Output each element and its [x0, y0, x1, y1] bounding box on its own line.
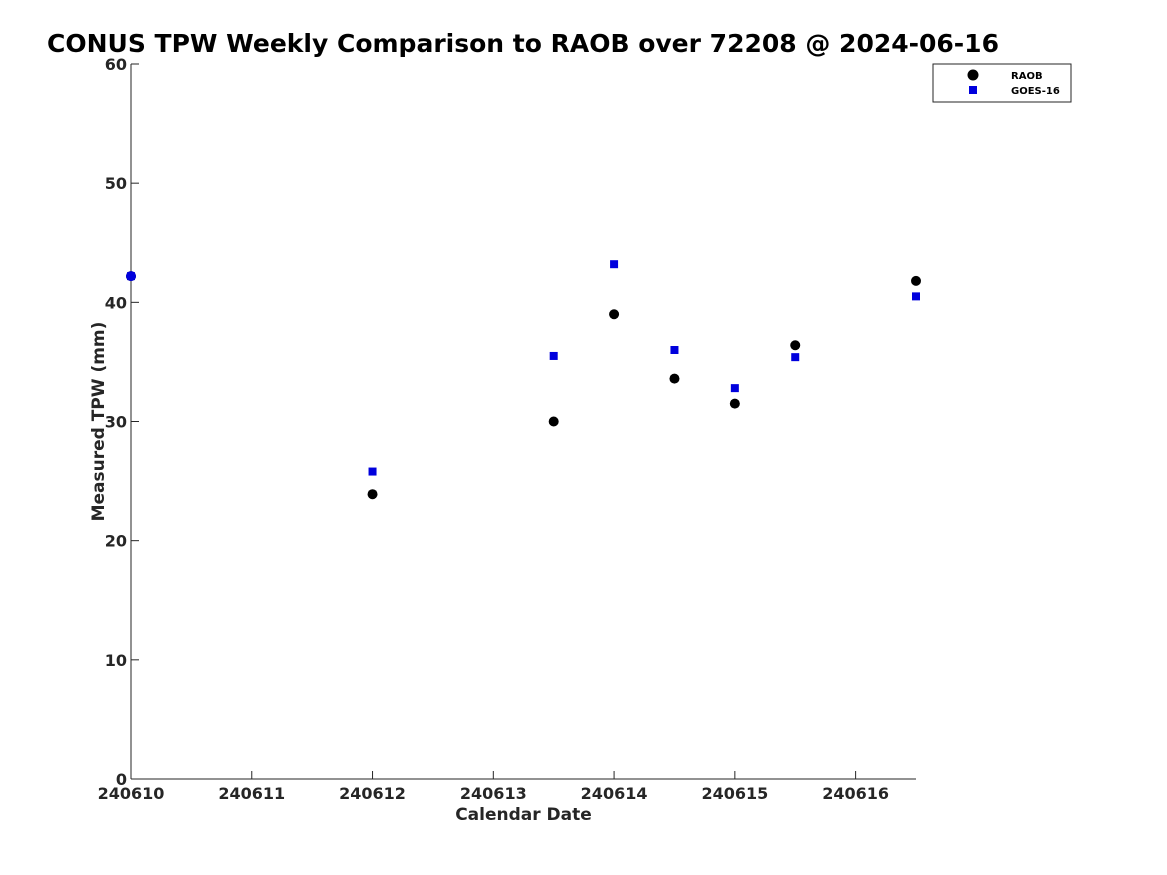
goes16-point	[912, 292, 920, 301]
legend-raob-marker	[967, 69, 979, 81]
raob-point	[911, 275, 921, 286]
goes16-point	[730, 384, 739, 393]
raob-point	[367, 489, 378, 500]
x-tick-label: 240611	[218, 784, 285, 803]
goes16-point	[368, 467, 377, 476]
legend-box	[932, 63, 1072, 103]
raob-point	[790, 340, 801, 351]
goes16-overlap-point	[126, 271, 136, 282]
legend-raob-label: RAOB	[1011, 71, 1043, 82]
x-tick-label: 240616	[822, 784, 889, 803]
goes16-point	[610, 260, 619, 269]
y-tick-label: 0	[116, 770, 127, 789]
data-points	[126, 260, 921, 500]
y-tick-label: 10	[105, 651, 127, 670]
y-tick-label: 30	[105, 413, 127, 432]
raob-point	[548, 416, 559, 427]
y-tick-label: 50	[105, 174, 127, 193]
legend: RAOB GOES-16	[932, 63, 1072, 103]
y-tick-label: 60	[105, 55, 127, 74]
y-ticks: 0 10 20 30 40 50 60	[105, 55, 139, 789]
x-tick-label: 240612	[339, 784, 406, 803]
y-tick-label: 20	[105, 532, 127, 551]
goes16-point	[791, 353, 800, 362]
x-tick-label: 240614	[581, 784, 648, 803]
x-ticks: 240610 240611 240612 240613 240614 240615 2406…	[98, 771, 889, 803]
x-tick-label: 240613	[460, 784, 527, 803]
goes16-point	[549, 351, 558, 360]
legend-goes16-marker	[969, 86, 977, 94]
goes16-point	[670, 346, 679, 354]
raob-point	[729, 398, 740, 409]
x-tick-label: 240615	[701, 784, 768, 803]
raob-point	[609, 309, 620, 320]
x-axis-label: Calendar Date	[455, 805, 592, 825]
chart-title: CONUS TPW Weekly Comparison to RAOB over…	[47, 29, 999, 58]
y-axis-label: Measured TPW (mm)	[89, 322, 109, 522]
y-tick-label: 40	[105, 293, 127, 312]
legend-goes16-label: GOES-16	[1011, 86, 1060, 97]
raob-point	[669, 373, 680, 384]
x-tick-label: 240610	[98, 784, 165, 803]
